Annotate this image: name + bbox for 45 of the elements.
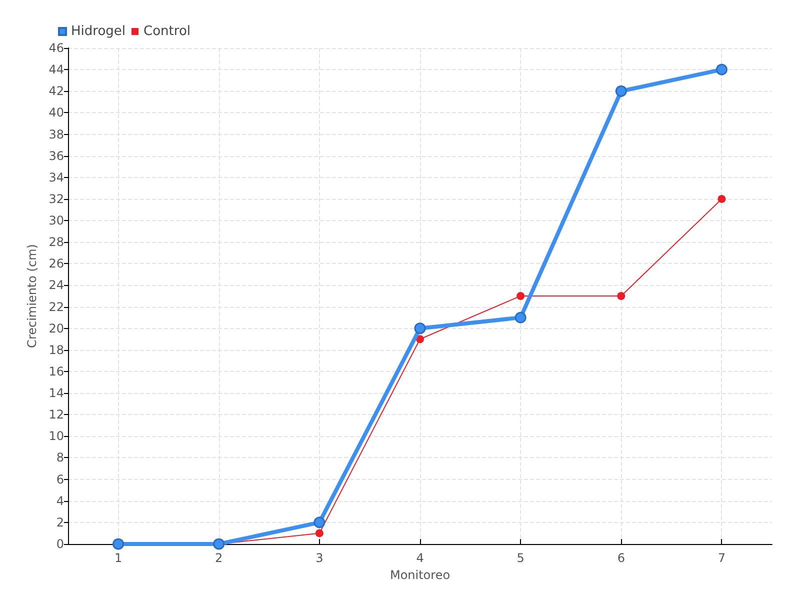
legend-label: Hidrogel: [71, 24, 126, 39]
y-tick-label: 20: [48, 321, 64, 336]
x-tick-label: 4: [416, 551, 424, 565]
x-tick-label: 2: [215, 551, 223, 565]
y-tick-label: 2: [56, 515, 64, 530]
y-tick-label: 26: [48, 256, 64, 271]
y-tick-label: 10: [48, 429, 64, 444]
point: [315, 529, 324, 538]
point: [514, 312, 526, 324]
y-tick-label: 14: [48, 386, 64, 400]
y-tick-label: 6: [56, 472, 64, 486]
y-tick-label: 30: [48, 214, 64, 228]
y-tick-label: 4: [56, 494, 64, 508]
x-tick-label: 6: [617, 551, 625, 565]
y-tick-label: 16: [48, 364, 64, 378]
point: [414, 322, 426, 334]
x-tick-label: 7: [718, 551, 726, 565]
x-axis-title: Monitoreo: [390, 568, 450, 582]
x-tick-label: 1: [114, 551, 122, 565]
point: [314, 516, 326, 528]
y-tick-label: 46: [48, 41, 64, 55]
y-tick-label: 18: [48, 342, 64, 357]
y-tick-label: 38: [48, 127, 64, 142]
y-tick-label: 0: [56, 537, 64, 551]
y-tick-label: 34: [48, 170, 64, 184]
x-tick-label: 3: [316, 551, 324, 565]
point: [416, 335, 424, 344]
point: [516, 292, 525, 300]
y-tick-label: 40: [48, 106, 64, 120]
y-tick-label: 32: [48, 192, 64, 206]
y-tick-label: 24: [48, 278, 64, 292]
point: [615, 85, 627, 97]
y-tick-label: 42: [48, 84, 64, 98]
y-tick-label: 28: [48, 235, 64, 250]
y-axis-title: Crecimiento (cm): [24, 244, 39, 348]
legend-label: Control: [144, 24, 191, 39]
y-tick-label: 12: [48, 408, 64, 422]
y-tick-label: 8: [56, 450, 64, 465]
x-tick-label: 5: [516, 551, 524, 565]
y-tick-label: 44: [48, 62, 64, 77]
y-tick-label: 36: [48, 148, 64, 163]
point: [716, 64, 728, 76]
y-tick-label: 22: [48, 300, 64, 314]
point: [617, 292, 626, 300]
point: [718, 194, 726, 203]
